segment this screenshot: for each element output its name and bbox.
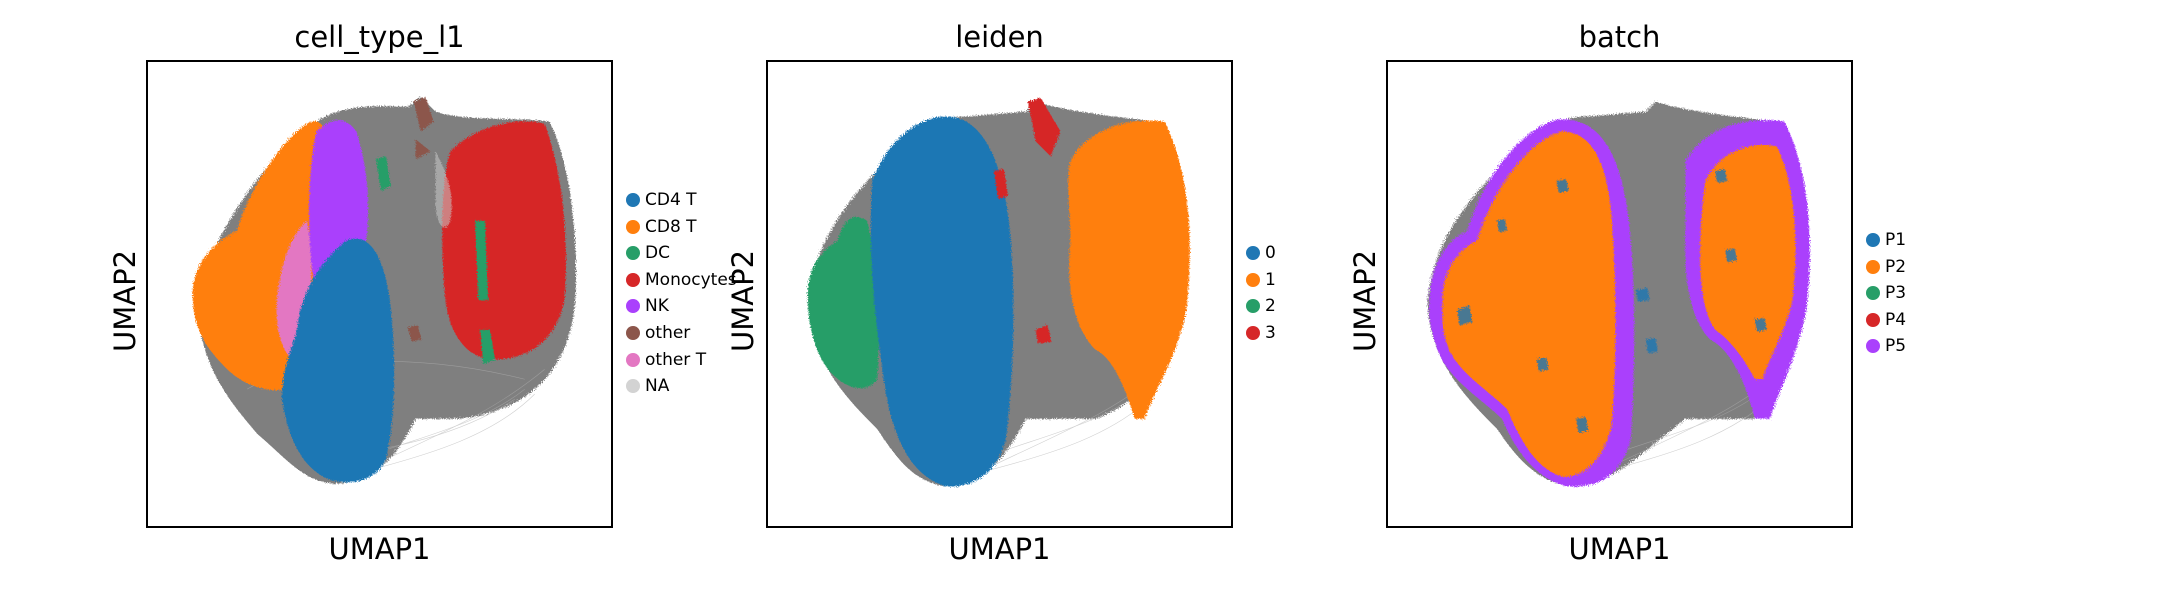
legend-label: NA — [645, 376, 670, 397]
legend-marker — [1866, 339, 1880, 354]
legend-item: other — [626, 323, 690, 343]
legend-label: DC — [645, 243, 670, 264]
y-axis-label: UMAP2 — [726, 249, 760, 352]
legend-marker — [626, 379, 640, 394]
legend-item: 3 — [1246, 323, 1276, 343]
legend-label: NK — [645, 296, 669, 317]
legend-label: P3 — [1885, 283, 1907, 304]
legend-label: other T — [645, 349, 707, 370]
legend-marker — [1866, 286, 1880, 301]
legend-item: NA — [626, 376, 669, 396]
legend-marker — [1866, 233, 1880, 247]
legend-marker — [626, 219, 640, 234]
x-axis-label: UMAP1 — [948, 532, 1051, 566]
umap-scatter — [807, 97, 1190, 487]
plot-area — [1386, 60, 1853, 528]
cluster-2 — [807, 216, 880, 389]
cluster-3 — [994, 97, 1061, 344]
legend-marker — [626, 299, 640, 314]
y-axis-label: UMAP2 — [1348, 249, 1382, 352]
chart-title: leiden — [955, 20, 1044, 54]
legend-label: P1 — [1885, 230, 1907, 250]
legend-marker — [626, 352, 640, 367]
y-axis-label: UMAP2 — [108, 249, 142, 352]
legend-marker — [1246, 299, 1260, 314]
legend-item: 1 — [1246, 270, 1276, 290]
umap-scatter — [1427, 101, 1810, 487]
legend-item: other T — [626, 350, 706, 370]
cluster-dc-strip — [475, 220, 496, 365]
legend-item: P2 — [1866, 257, 1906, 277]
legend-marker — [1246, 246, 1260, 260]
cluster-0 — [870, 116, 1014, 487]
legend-marker — [1246, 272, 1260, 287]
plot-area — [146, 60, 613, 528]
legend-item: Monocytes — [626, 270, 737, 290]
legend-item: 2 — [1246, 296, 1276, 316]
legend-item: P5 — [1866, 336, 1906, 356]
cluster-dc — [376, 156, 391, 191]
legend-item: DC — [626, 243, 670, 263]
chart-title: cell_type_l1 — [294, 20, 465, 54]
cluster-other — [407, 96, 434, 342]
batch-p2-right — [1700, 145, 1796, 380]
legend-label: 2 — [1265, 296, 1276, 317]
cluster-1 — [1068, 120, 1190, 419]
legend-marker — [626, 272, 640, 287]
legend-marker — [626, 246, 640, 261]
legend-marker — [1866, 259, 1880, 274]
umap-scatter — [192, 96, 577, 484]
legend-label: Monocytes — [645, 269, 737, 290]
plot-area — [766, 60, 1233, 528]
legend-label: 0 — [1265, 243, 1276, 263]
legend-item: P4 — [1866, 310, 1906, 330]
legend-item: CD4 T — [626, 190, 697, 210]
legend-label: P2 — [1885, 256, 1907, 277]
legend-item: P1 — [1866, 230, 1906, 250]
legend-label: P5 — [1885, 336, 1907, 357]
legend-label: CD4 T — [645, 190, 697, 210]
x-axis-label: UMAP1 — [1568, 532, 1671, 566]
legend-item: NK — [626, 296, 669, 316]
legend-label: other — [645, 323, 691, 343]
cluster-monocytes — [442, 121, 566, 360]
legend-item: CD8 T — [626, 217, 697, 237]
batch-p2 — [1442, 131, 1616, 477]
cluster-na — [435, 151, 452, 228]
legend-item: P3 — [1866, 283, 1906, 303]
legend-label: P4 — [1885, 309, 1907, 330]
chart-title: batch — [1578, 20, 1661, 54]
legend-marker — [1246, 325, 1260, 340]
legend-marker — [626, 326, 640, 340]
legend-label: 1 — [1265, 269, 1276, 290]
legend-label: CD8 T — [645, 216, 697, 237]
legend-label: 3 — [1265, 322, 1276, 343]
x-axis-label: UMAP1 — [328, 532, 431, 566]
cluster-cd4t — [281, 238, 395, 483]
legend-marker — [1866, 312, 1880, 327]
legend-marker — [626, 193, 640, 207]
legend-item: 0 — [1246, 243, 1276, 263]
